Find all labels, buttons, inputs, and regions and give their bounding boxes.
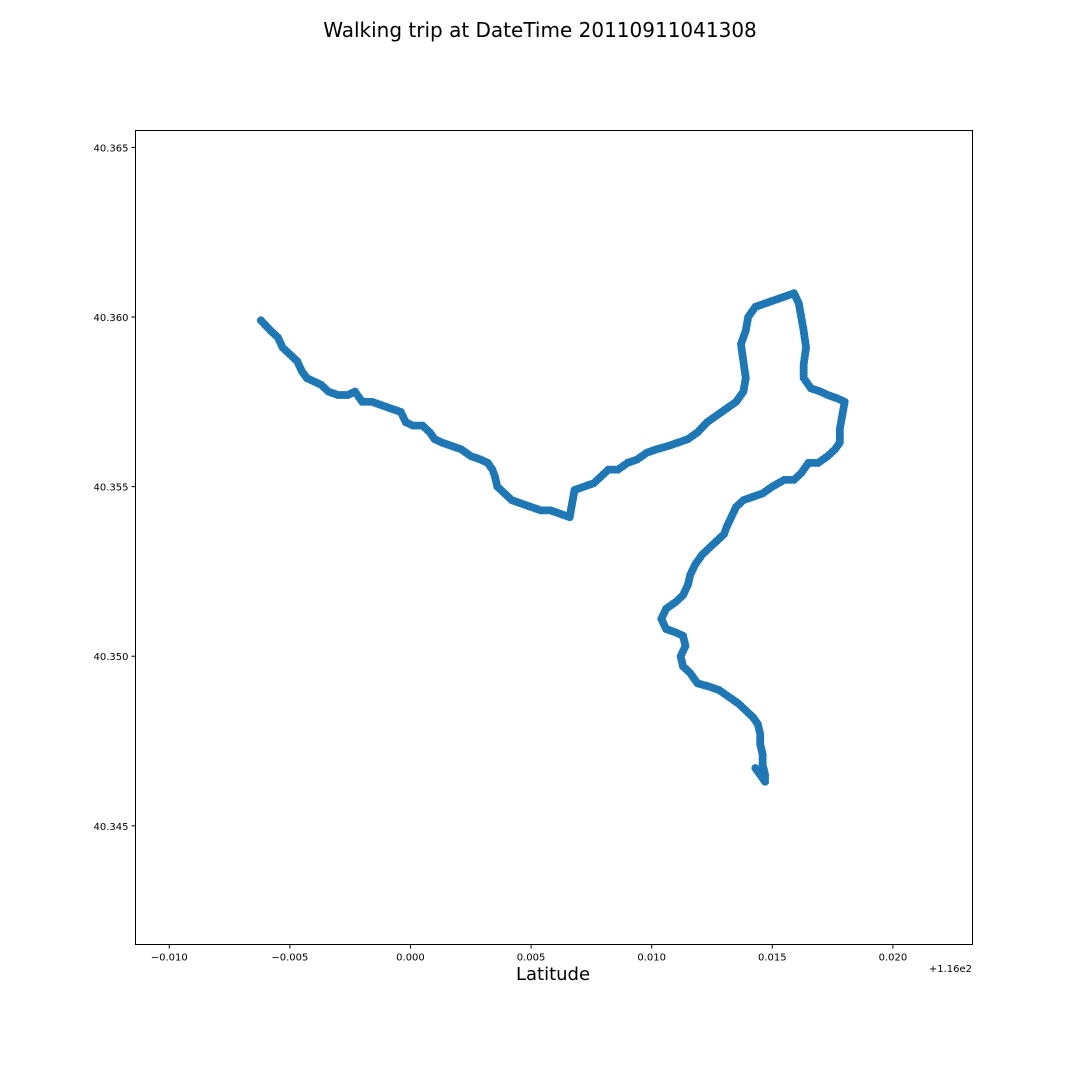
y-tick-label: 40.360 xyxy=(94,313,129,324)
data-point xyxy=(751,764,760,773)
x-tick-label: −0.010 xyxy=(151,953,188,964)
x-tick-label: 0.005 xyxy=(517,953,546,964)
y-tick-label: 40.365 xyxy=(94,143,129,154)
y-axis: 40.345 40.350 40.355 40.360 40.365 xyxy=(94,143,136,833)
x-tick-label: 0.015 xyxy=(758,953,787,964)
x-tick-label: 0.020 xyxy=(879,953,908,964)
x-tick-label: −0.005 xyxy=(271,953,308,964)
x-axis-offset-label: +1.16e2 xyxy=(929,964,972,975)
x-tick-label: 0.010 xyxy=(637,953,666,964)
data-points-layer xyxy=(256,289,849,786)
x-axis-label: Latitude xyxy=(516,964,590,985)
x-tick-label: 0.000 xyxy=(396,953,425,964)
plot-frame xyxy=(135,130,973,945)
y-tick-label: 40.355 xyxy=(94,483,129,494)
y-tick-label: 40.350 xyxy=(94,652,129,663)
chart-title: Walking trip at DateTime 20110911041308 xyxy=(323,18,757,42)
y-tick-label: 40.345 xyxy=(94,822,129,833)
x-axis: −0.010 −0.005 0.000 0.005 0.010 0.015 0.020 xyxy=(151,944,908,964)
